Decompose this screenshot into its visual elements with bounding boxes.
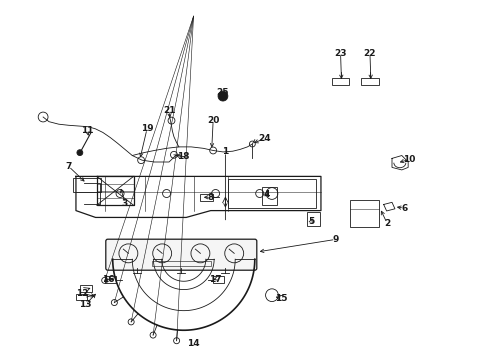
Circle shape [128, 319, 134, 325]
Text: 15: 15 [275, 294, 288, 303]
Text: 22: 22 [364, 49, 376, 58]
Bar [262, 187, 277, 205]
Text: 21: 21 [163, 107, 175, 116]
Text: 14: 14 [187, 339, 200, 348]
Text: 18: 18 [177, 152, 190, 161]
Text: 1: 1 [222, 148, 228, 156]
Text: 4: 4 [264, 190, 270, 199]
Bar [332, 78, 349, 85]
Bar [76, 294, 87, 300]
Circle shape [102, 277, 108, 283]
Text: 12: 12 [76, 289, 89, 298]
Text: 24: 24 [258, 134, 271, 143]
Bar [213, 276, 224, 283]
Circle shape [218, 91, 228, 101]
Text: 23: 23 [334, 49, 347, 58]
Circle shape [173, 338, 180, 344]
Bar [105, 276, 116, 283]
Bar [350, 200, 379, 227]
Text: 6: 6 [401, 204, 407, 212]
Bar [307, 212, 320, 226]
Text: 13: 13 [79, 300, 92, 309]
Circle shape [111, 300, 117, 306]
Circle shape [77, 150, 83, 156]
Bar [361, 78, 379, 85]
Text: 20: 20 [207, 116, 220, 125]
Text: 8: 8 [208, 193, 214, 202]
Text: 7: 7 [65, 162, 72, 171]
Text: 17: 17 [209, 274, 222, 284]
Text: 25: 25 [217, 89, 229, 98]
Text: 19: 19 [141, 125, 153, 134]
Text: 2: 2 [384, 219, 390, 228]
Text: 9: 9 [332, 235, 339, 244]
Circle shape [150, 332, 156, 338]
FancyBboxPatch shape [106, 239, 257, 270]
Bar [228, 179, 316, 208]
Text: 11: 11 [81, 126, 94, 135]
Bar [200, 194, 213, 201]
Bar [73, 178, 101, 192]
Text: 5: 5 [308, 217, 314, 226]
Text: 10: 10 [403, 155, 416, 164]
Bar [80, 285, 92, 292]
Bar [152, 261, 211, 266]
Text: 3: 3 [122, 199, 128, 208]
Text: 16: 16 [101, 274, 114, 284]
